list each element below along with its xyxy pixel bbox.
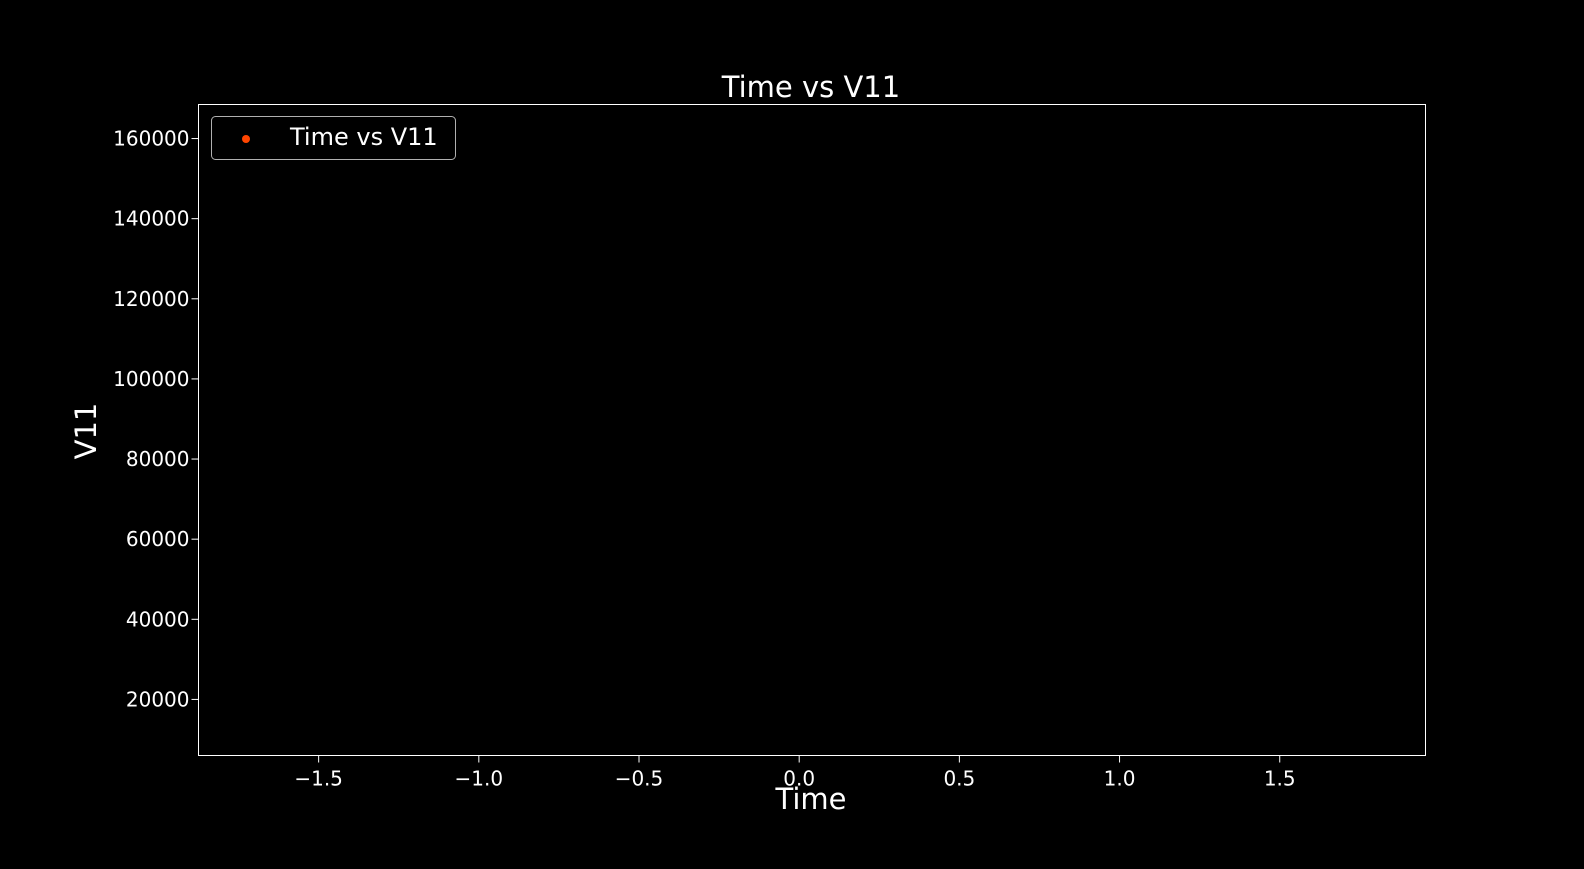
- x-axis-label: Time: [775, 782, 847, 816]
- x-tick-label: −0.5: [615, 767, 664, 791]
- y-tick-label: 120000: [113, 287, 189, 311]
- y-tick-label: 100000: [113, 367, 189, 391]
- x-tick-label: 1.5: [1264, 767, 1296, 791]
- y-tick-label: 40000: [126, 607, 190, 631]
- chart-title: Time vs V11: [721, 70, 900, 104]
- x-tick-label: −1.0: [455, 767, 504, 791]
- x-tick-label: −1.5: [294, 767, 343, 791]
- y-tick-label: 80000: [126, 447, 190, 471]
- y-tick-label: 160000: [113, 127, 189, 151]
- legend: Time vs V11: [211, 116, 456, 160]
- y-tick-label: 140000: [113, 207, 189, 231]
- plot-area: [198, 104, 1426, 756]
- legend-label: Time vs V11: [289, 123, 438, 151]
- x-axis-ticks: −1.5 −1.0 −0.5 0.0 0.5 1.0 1.5: [294, 755, 1296, 791]
- x-tick-label: 1.0: [1104, 767, 1136, 791]
- y-axis-ticks: 20000 40000 60000 80000 100000 120000 140000 16…: [113, 127, 199, 711]
- x-tick-label: 0.0: [783, 767, 815, 791]
- y-axis-label: V11: [69, 403, 103, 460]
- y-tick-label: 60000: [126, 527, 190, 551]
- legend-box: [211, 116, 456, 160]
- legend-marker-icon: [242, 135, 250, 143]
- x-tick-label: 0.5: [943, 767, 975, 791]
- y-tick-label: 20000: [126, 687, 190, 711]
